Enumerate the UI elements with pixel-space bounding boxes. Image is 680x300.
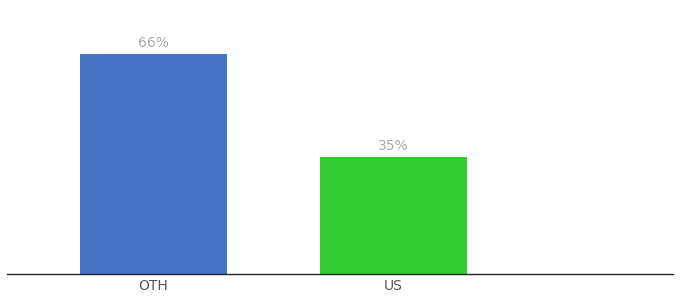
Text: 66%: 66% xyxy=(138,36,169,50)
Text: 35%: 35% xyxy=(378,139,409,153)
Bar xyxy=(320,157,466,274)
Bar xyxy=(80,54,226,274)
